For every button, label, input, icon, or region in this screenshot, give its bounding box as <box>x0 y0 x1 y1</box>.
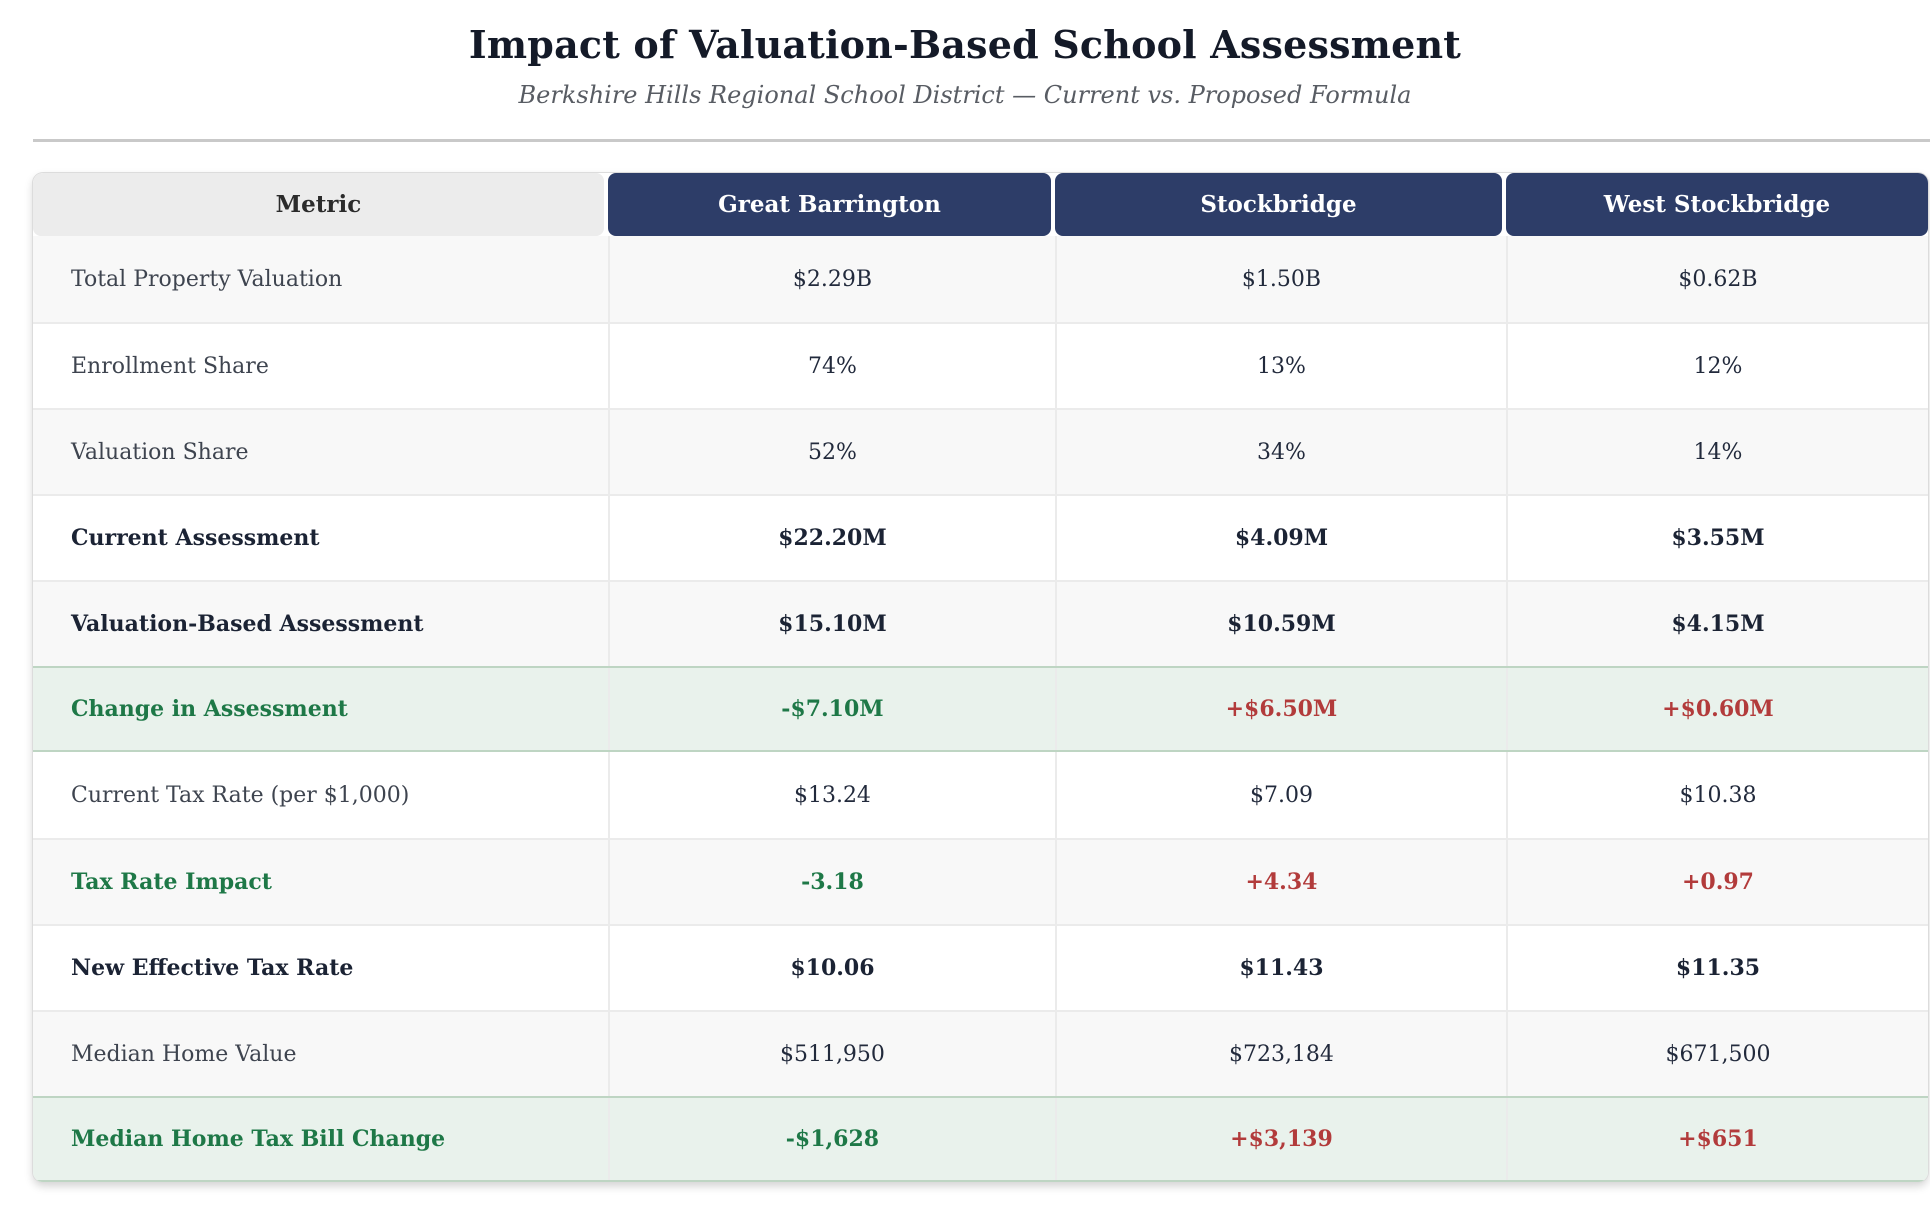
cell-value: $22.20M <box>607 496 1055 580</box>
cell-value: 52% <box>607 410 1055 494</box>
row-valuation-share: Valuation Share 52% 34% 14% <box>33 408 1928 494</box>
cell-value: $3.55M <box>1505 496 1928 580</box>
row-current-tax-rate: Current Tax Rate (per $1,000) $13.24 $7.… <box>33 752 1928 838</box>
row-label: Median Home Tax Bill Change <box>71 1126 446 1152</box>
row-median-home-tax-bill-change: Median Home Tax Bill Change -$1,628 +$3,… <box>33 1096 1928 1182</box>
cell-value: $723,184 <box>1054 1012 1506 1096</box>
row-label: Median Home Value <box>71 1041 297 1067</box>
cell-value: +$6.50M <box>1054 668 1506 750</box>
row-label: Change in Assessment <box>71 696 348 722</box>
row-label: Current Tax Rate (per $1,000) <box>71 782 410 808</box>
row-total-property-valuation: Total Property Valuation $2.29B $1.50B $… <box>33 236 1928 322</box>
column-header-metric: Metric <box>33 173 604 236</box>
row-label: Current Assessment <box>71 525 320 551</box>
row-current-assessment: Current Assessment $22.20M $4.09M $3.55M <box>33 494 1928 580</box>
column-header-great-barrington: Great Barrington <box>607 173 1051 236</box>
cell-value: 14% <box>1505 410 1928 494</box>
page-subtitle: Berkshire Hills Regional School District… <box>518 81 1412 109</box>
row-label: Total Property Valuation <box>71 266 343 292</box>
cell-value: $2.29B <box>607 236 1055 322</box>
cell-value: $13.24 <box>607 752 1055 838</box>
row-tax-rate-impact: Tax Rate Impact -3.18 +4.34 +0.97 <box>33 838 1928 924</box>
cell-value: +$0.60M <box>1505 668 1928 750</box>
cell-value: -$7.10M <box>607 668 1055 750</box>
row-median-home-value: Median Home Value $511,950 $723,184 $671… <box>33 1010 1928 1096</box>
cell-value: +$651 <box>1505 1098 1928 1180</box>
row-change-in-assessment: Change in Assessment -$7.10M +$6.50M +$0… <box>33 666 1928 752</box>
row-label: Tax Rate Impact <box>71 869 272 895</box>
cell-value: 74% <box>607 324 1055 408</box>
table-body: Total Property Valuation $2.29B $1.50B $… <box>33 236 1928 1182</box>
cell-value: $15.10M <box>607 582 1055 666</box>
row-enrollment-share: Enrollment Share 74% 13% 12% <box>33 322 1928 408</box>
row-label: Valuation-Based Assessment <box>71 611 424 637</box>
cell-value: $511,950 <box>607 1012 1055 1096</box>
cell-value: +0.97 <box>1505 840 1928 924</box>
row-label: New Effective Tax Rate <box>71 955 354 981</box>
cell-value: $7.09 <box>1054 752 1506 838</box>
row-new-effective-tax-rate: New Effective Tax Rate $10.06 $11.43 $11… <box>33 924 1928 1010</box>
cell-value: 34% <box>1054 410 1506 494</box>
row-label: Valuation Share <box>71 439 249 465</box>
cell-value: $4.15M <box>1505 582 1928 666</box>
cell-value: $11.43 <box>1054 926 1506 1010</box>
page-title: Impact of Valuation-Based School Assessm… <box>468 22 1462 67</box>
cell-value: -$1,628 <box>607 1098 1055 1180</box>
cell-value: 13% <box>1054 324 1506 408</box>
table-header-row: Metric Great Barrington Stockbridge West… <box>33 173 1928 236</box>
divider <box>33 139 1930 142</box>
cell-value: $1.50B <box>1054 236 1506 322</box>
cell-value: $10.38 <box>1505 752 1928 838</box>
cell-value: +$3,139 <box>1054 1098 1506 1180</box>
cell-value: $671,500 <box>1505 1012 1928 1096</box>
assessment-table: Metric Great Barrington Stockbridge West… <box>33 173 1928 1182</box>
cell-value: $4.09M <box>1054 496 1506 580</box>
cell-value: $10.06 <box>607 926 1055 1010</box>
cell-value: -3.18 <box>607 840 1055 924</box>
column-header-stockbridge: Stockbridge <box>1054 173 1502 236</box>
cell-value: $11.35 <box>1505 926 1928 1010</box>
cell-value: $10.59M <box>1054 582 1506 666</box>
column-header-west-stockbridge: West Stockbridge <box>1505 173 1928 236</box>
cell-value: +4.34 <box>1054 840 1506 924</box>
cell-value: $0.62B <box>1505 236 1928 322</box>
row-valuation-based-assessment: Valuation-Based Assessment $15.10M $10.5… <box>33 580 1928 666</box>
row-label: Enrollment Share <box>71 353 269 379</box>
cell-value: 12% <box>1505 324 1928 408</box>
